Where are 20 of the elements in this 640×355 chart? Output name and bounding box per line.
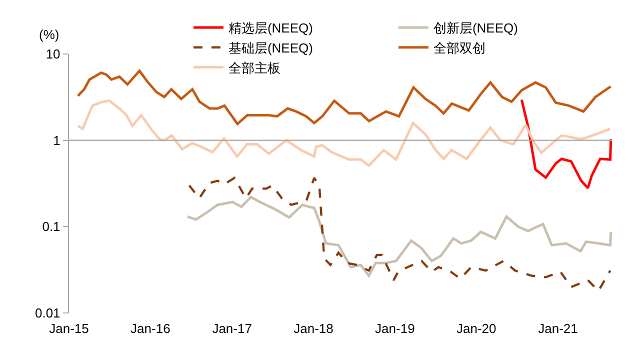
line-series bbox=[186, 196, 612, 278]
x-tick-label: Jan-17 bbox=[212, 321, 252, 336]
line-series bbox=[520, 98, 612, 190]
x-tick-label: Jan-19 bbox=[375, 321, 415, 336]
x-tick-label: Jan-18 bbox=[294, 321, 334, 336]
legend-label: 全部双创 bbox=[433, 40, 486, 56]
x-tick-label: Jan-20 bbox=[456, 321, 496, 336]
x-tick-label: Jan-15 bbox=[49, 321, 89, 336]
y-axis-title: (%) bbox=[39, 27, 60, 42]
legend-label: 精选层(NEEQ) bbox=[228, 20, 313, 36]
y-tick-label: 1 bbox=[53, 132, 60, 148]
line-series bbox=[76, 100, 612, 167]
legend-label: 创新层(NEEQ) bbox=[433, 20, 518, 36]
y-tick-label: 0.1 bbox=[42, 219, 60, 234]
y-tick-label: 10 bbox=[46, 46, 60, 62]
y-tick-label: 0.01 bbox=[34, 306, 60, 321]
legend-label: 基础层(NEEQ) bbox=[228, 40, 313, 56]
legend-label: 全部主板 bbox=[228, 60, 280, 76]
x-tick-label: Jan-21 bbox=[538, 321, 578, 336]
x-tick-label: Jan-16 bbox=[130, 321, 170, 336]
